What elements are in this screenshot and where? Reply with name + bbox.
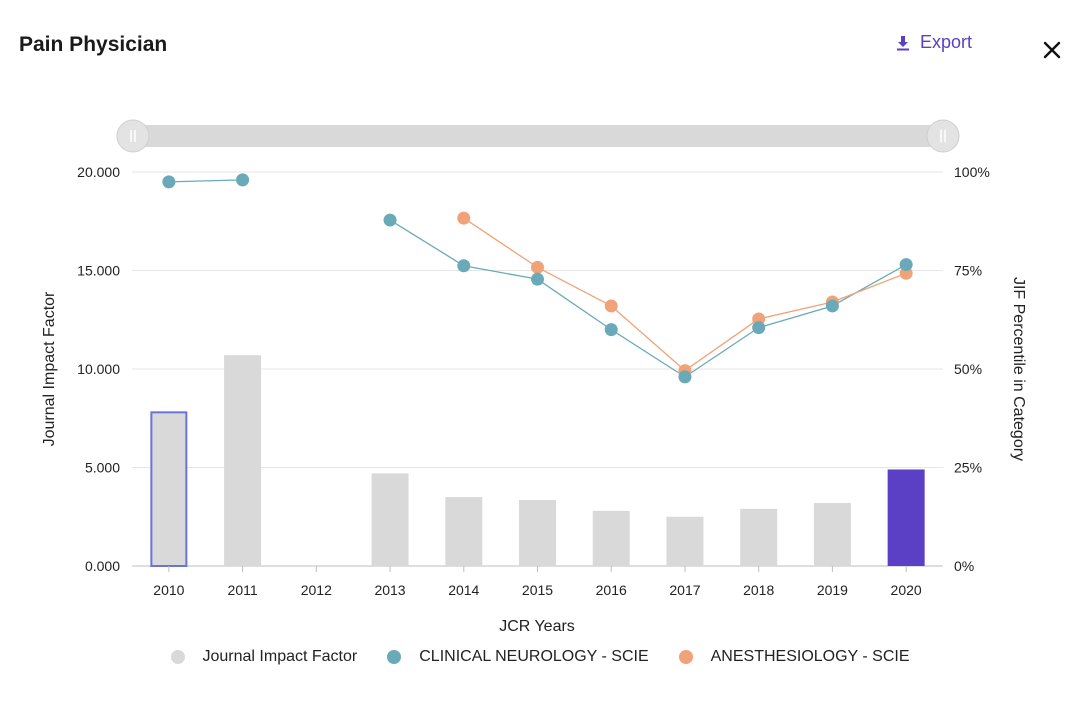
x-tick-label: 2019 bbox=[817, 582, 848, 598]
line-segment-clinical-neurology bbox=[389, 219, 465, 267]
slider-handle-right[interactable] bbox=[926, 119, 960, 153]
y-axis-right-title: JIF Percentile in Category bbox=[1010, 277, 1027, 461]
page-title: Pain Physician bbox=[19, 33, 168, 56]
bar-2020[interactable] bbox=[887, 469, 925, 566]
line-segment-clinical-neurology bbox=[463, 265, 538, 280]
legend: Journal Impact Factor CLINICAL NEUROLOGY… bbox=[0, 648, 1080, 666]
x-tick-label: 2012 bbox=[301, 582, 332, 598]
line-segment-clinical-neurology bbox=[537, 278, 612, 331]
bar-2011[interactable] bbox=[224, 355, 262, 566]
point-clinical-neurology-2011[interactable] bbox=[236, 173, 250, 187]
slider-track[interactable] bbox=[132, 125, 944, 147]
x-tick-label: 2020 bbox=[891, 582, 922, 598]
y-tick-label: 5.000 bbox=[85, 460, 120, 476]
y-right-tick-label: 100% bbox=[954, 164, 990, 180]
bar-2017[interactable] bbox=[666, 516, 704, 566]
line-segment-clinical-neurology bbox=[684, 327, 760, 378]
export-label: Export bbox=[920, 32, 973, 52]
bar-2019[interactable] bbox=[813, 502, 851, 566]
bar-2018[interactable] bbox=[740, 508, 778, 566]
point-clinical-neurology-2016[interactable] bbox=[604, 323, 618, 337]
legend-label: CLINICAL NEUROLOGY - SCIE bbox=[419, 648, 649, 665]
x-axis-title: JCR Years bbox=[499, 618, 575, 635]
x-tick-label: 2010 bbox=[153, 582, 184, 598]
line-segment-anesthesiology bbox=[758, 301, 833, 320]
x-tick-label: 2016 bbox=[596, 582, 627, 598]
line-segment-clinical-neurology bbox=[758, 305, 833, 329]
y-tick-label: 15.000 bbox=[77, 263, 120, 279]
download-icon bbox=[896, 35, 910, 51]
legend-dot bbox=[170, 650, 185, 664]
line-segment-anesthesiology bbox=[537, 266, 612, 307]
x-tick-label: 2011 bbox=[228, 582, 258, 598]
point-clinical-neurology-2017[interactable] bbox=[678, 370, 692, 384]
y-right-tick-label: 0% bbox=[954, 558, 974, 574]
y-tick-label: 0.000 bbox=[85, 558, 120, 574]
bar-2016[interactable] bbox=[592, 510, 630, 566]
y-right-tick-label: 75% bbox=[954, 263, 982, 279]
legend-item-clinical-neurology[interactable]: CLINICAL NEUROLOGY - SCIE bbox=[387, 648, 649, 666]
y-tick-label: 10.000 bbox=[77, 361, 120, 377]
y-right-tick-label: 25% bbox=[954, 460, 982, 476]
legend-dot bbox=[678, 650, 693, 664]
point-clinical-neurology-2013[interactable] bbox=[383, 213, 397, 227]
point-clinical-neurology-2010[interactable] bbox=[162, 175, 176, 189]
x-tick-label: 2014 bbox=[448, 582, 479, 598]
point-anesthesiology-2014[interactable] bbox=[457, 211, 471, 225]
bar-2015[interactable] bbox=[519, 500, 556, 566]
bar-2010[interactable] bbox=[150, 411, 188, 567]
legend-item-journal-impact-factor[interactable]: Journal Impact Factor bbox=[170, 648, 358, 666]
chart: 0.000 5.000 10.000 15.000 20.000 0% 25% 50% 75% 1… bbox=[41, 119, 1027, 635]
x-tick-label: 2017 bbox=[669, 582, 700, 598]
point-anesthesiology-2015[interactable] bbox=[531, 260, 544, 274]
y-tick-label: 20.000 bbox=[77, 164, 120, 180]
legend-dot bbox=[387, 650, 402, 664]
point-anesthesiology-2016[interactable] bbox=[604, 299, 618, 313]
close-icon[interactable] bbox=[1040, 38, 1064, 62]
point-clinical-neurology-2015[interactable] bbox=[531, 272, 544, 286]
bar-2014[interactable] bbox=[445, 497, 483, 566]
legend-item-anesthesiology[interactable]: ANESTHESIOLOGY - SCIE bbox=[678, 648, 910, 666]
line-segment-clinical-neurology bbox=[610, 329, 686, 378]
y-axis-title: Journal Impact Factor bbox=[41, 291, 58, 446]
line-segment-anesthesiology bbox=[610, 305, 686, 372]
slider-handle-left[interactable] bbox=[116, 119, 150, 153]
line-segment-anesthesiology bbox=[684, 318, 760, 372]
line-segment-clinical-neurology bbox=[168, 179, 243, 183]
line-segment-anesthesiology bbox=[463, 217, 538, 268]
export-button[interactable]: Export bbox=[896, 32, 972, 53]
point-clinical-neurology-2019[interactable] bbox=[825, 299, 839, 313]
x-tick-label: 2018 bbox=[743, 582, 774, 598]
x-tick-label: 2013 bbox=[374, 582, 405, 598]
x-tick-label: 2015 bbox=[522, 582, 553, 598]
legend-label: Journal Impact Factor bbox=[202, 648, 358, 665]
point-clinical-neurology-2014[interactable] bbox=[457, 259, 471, 273]
point-clinical-neurology-2018[interactable] bbox=[752, 321, 766, 335]
line-segment-clinical-neurology bbox=[832, 264, 907, 307]
legend-label: ANESTHESIOLOGY - SCIE bbox=[710, 648, 910, 665]
bar-2013[interactable] bbox=[371, 473, 409, 566]
point-clinical-neurology-2020[interactable] bbox=[899, 258, 913, 272]
y-right-tick-label: 50% bbox=[954, 361, 982, 377]
year-range-slider[interactable] bbox=[116, 119, 960, 153]
line-segment-anesthesiology bbox=[832, 272, 907, 303]
